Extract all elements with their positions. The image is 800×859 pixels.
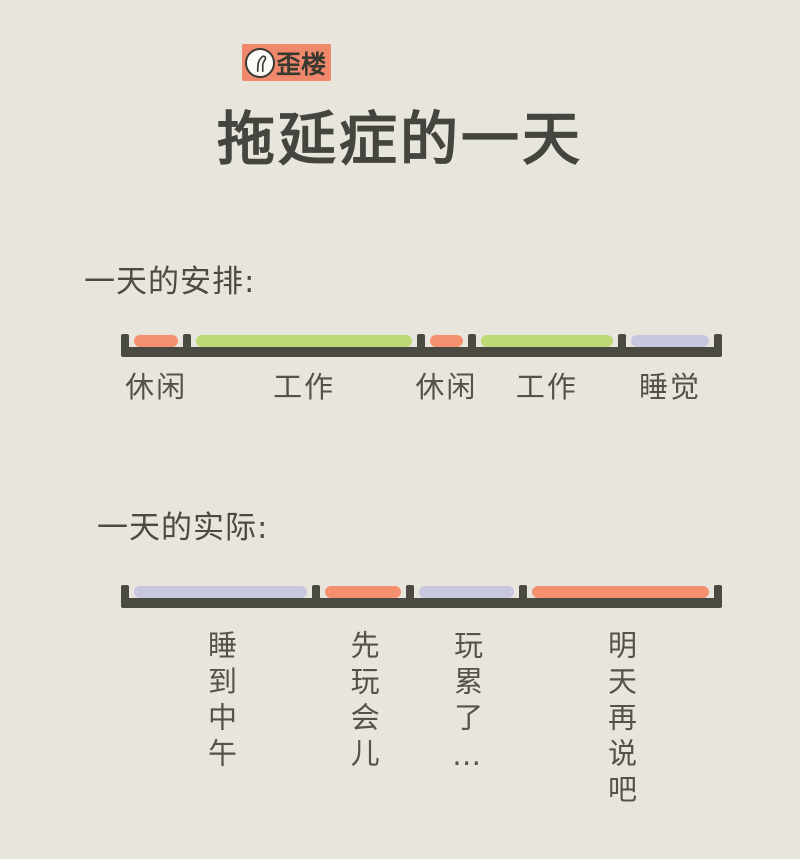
bar-tick <box>714 585 722 608</box>
actual-section-heading: 一天的实际: <box>97 510 269 546</box>
segment-label: 玩累了… <box>449 630 484 779</box>
segment-label: 睡到中午 <box>203 630 238 774</box>
bar-tick <box>416 334 425 357</box>
segment-label: 先玩会儿 <box>346 630 381 774</box>
segment-label: 休闲 <box>415 370 478 404</box>
bar-baseline <box>123 598 720 608</box>
logo-badge: 歪楼 <box>242 44 332 81</box>
logo-label: 歪楼 <box>276 49 327 79</box>
segment-pill <box>630 335 709 347</box>
bar-tick <box>467 334 476 357</box>
page-title: 拖延症的一天 <box>216 105 583 173</box>
bar-tick <box>311 585 320 608</box>
segment-pill <box>419 586 514 598</box>
segment-pill <box>134 335 179 347</box>
plan-timeline-bar <box>121 334 722 357</box>
segment-pill <box>429 335 463 347</box>
segment-pill <box>480 335 613 347</box>
bar-tick <box>714 334 722 357</box>
actual-timeline-bar <box>121 585 722 608</box>
segment-pill <box>196 335 412 347</box>
plan-segment-labels: 休闲 工作 休闲 工作 睡觉 <box>125 364 718 404</box>
bar-tick <box>406 585 415 608</box>
bar-tick <box>121 585 129 608</box>
segment-label: 睡觉 <box>638 370 701 404</box>
segment-pill <box>324 586 402 598</box>
actual-segment-labels: 睡到中午 先玩会儿 玩累了… 明天再说吧 <box>125 630 718 810</box>
segment-label: 休闲 <box>125 370 188 404</box>
segment-label: 明天再说吧 <box>603 630 638 810</box>
bar-tick <box>518 585 527 608</box>
segment-pill <box>531 586 709 598</box>
bar-tick <box>183 334 192 357</box>
segment-label: 工作 <box>515 370 578 404</box>
bar-tick <box>617 334 626 357</box>
logo-circle <box>245 47 275 78</box>
segment-pill <box>134 586 307 598</box>
plan-section-heading: 一天的安排: <box>84 264 256 300</box>
bar-tick <box>121 334 129 357</box>
segment-label: 工作 <box>273 370 336 404</box>
crooked-building-icon <box>256 54 267 72</box>
